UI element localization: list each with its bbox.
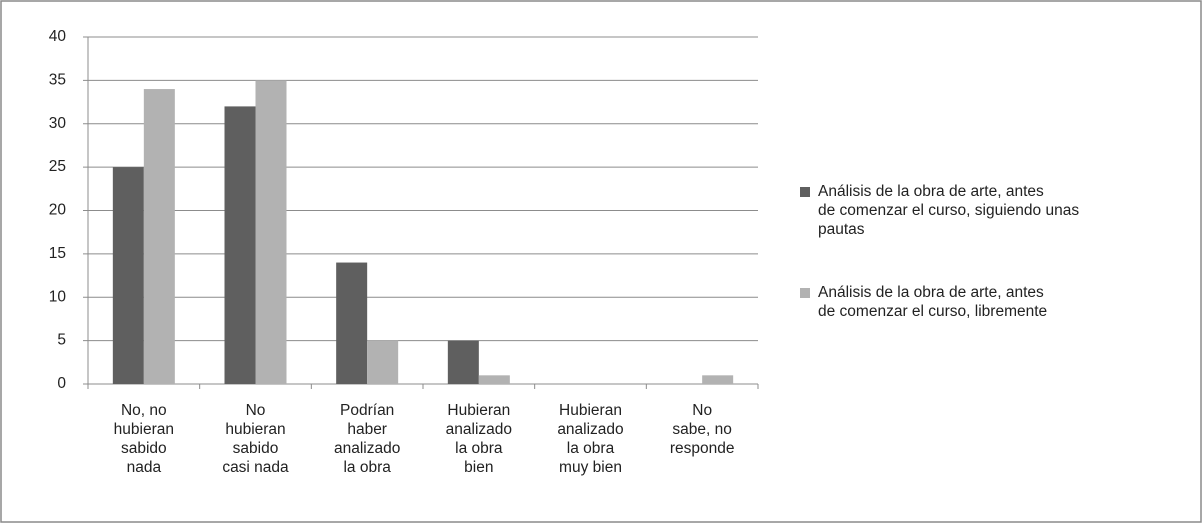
bar	[367, 340, 399, 384]
bar	[143, 89, 175, 385]
legend-label: Análisis de la obra de arte, antes de com…	[818, 284, 1047, 320]
bar	[336, 262, 368, 384]
legend-swatch	[800, 187, 810, 197]
y-tick-label: 5	[57, 332, 66, 349]
y-tick-label: 30	[49, 115, 67, 132]
legend-label: Análisis de la obra de arte, antes de com…	[818, 183, 1079, 238]
x-tick-label: Hubieran analizado la obra bien	[446, 402, 512, 476]
x-tick-label: No, no hubieran sabido nada	[114, 402, 174, 476]
y-tick-label: 40	[49, 28, 67, 45]
y-tick-label: 10	[49, 288, 67, 305]
x-tick-label: Hubieran analizado la obra muy bien	[557, 402, 623, 476]
y-tick-label: 25	[49, 158, 66, 175]
bar	[478, 375, 510, 384]
bar	[255, 80, 287, 384]
y-tick-label: 0	[57, 375, 66, 392]
bar	[224, 106, 256, 385]
bar	[447, 340, 479, 384]
legend-swatch	[800, 288, 810, 298]
y-tick-label: 35	[49, 71, 66, 88]
x-tick-label: Podrían haber analizado la obra	[334, 402, 400, 476]
bar	[112, 167, 144, 384]
y-tick-label: 20	[49, 202, 67, 219]
bar	[702, 375, 734, 384]
x-tick-label: No hubieran sabido casi nada	[222, 402, 289, 476]
y-tick-label: 15	[49, 245, 66, 262]
x-tick-label: No sabe, no responde	[670, 402, 735, 457]
